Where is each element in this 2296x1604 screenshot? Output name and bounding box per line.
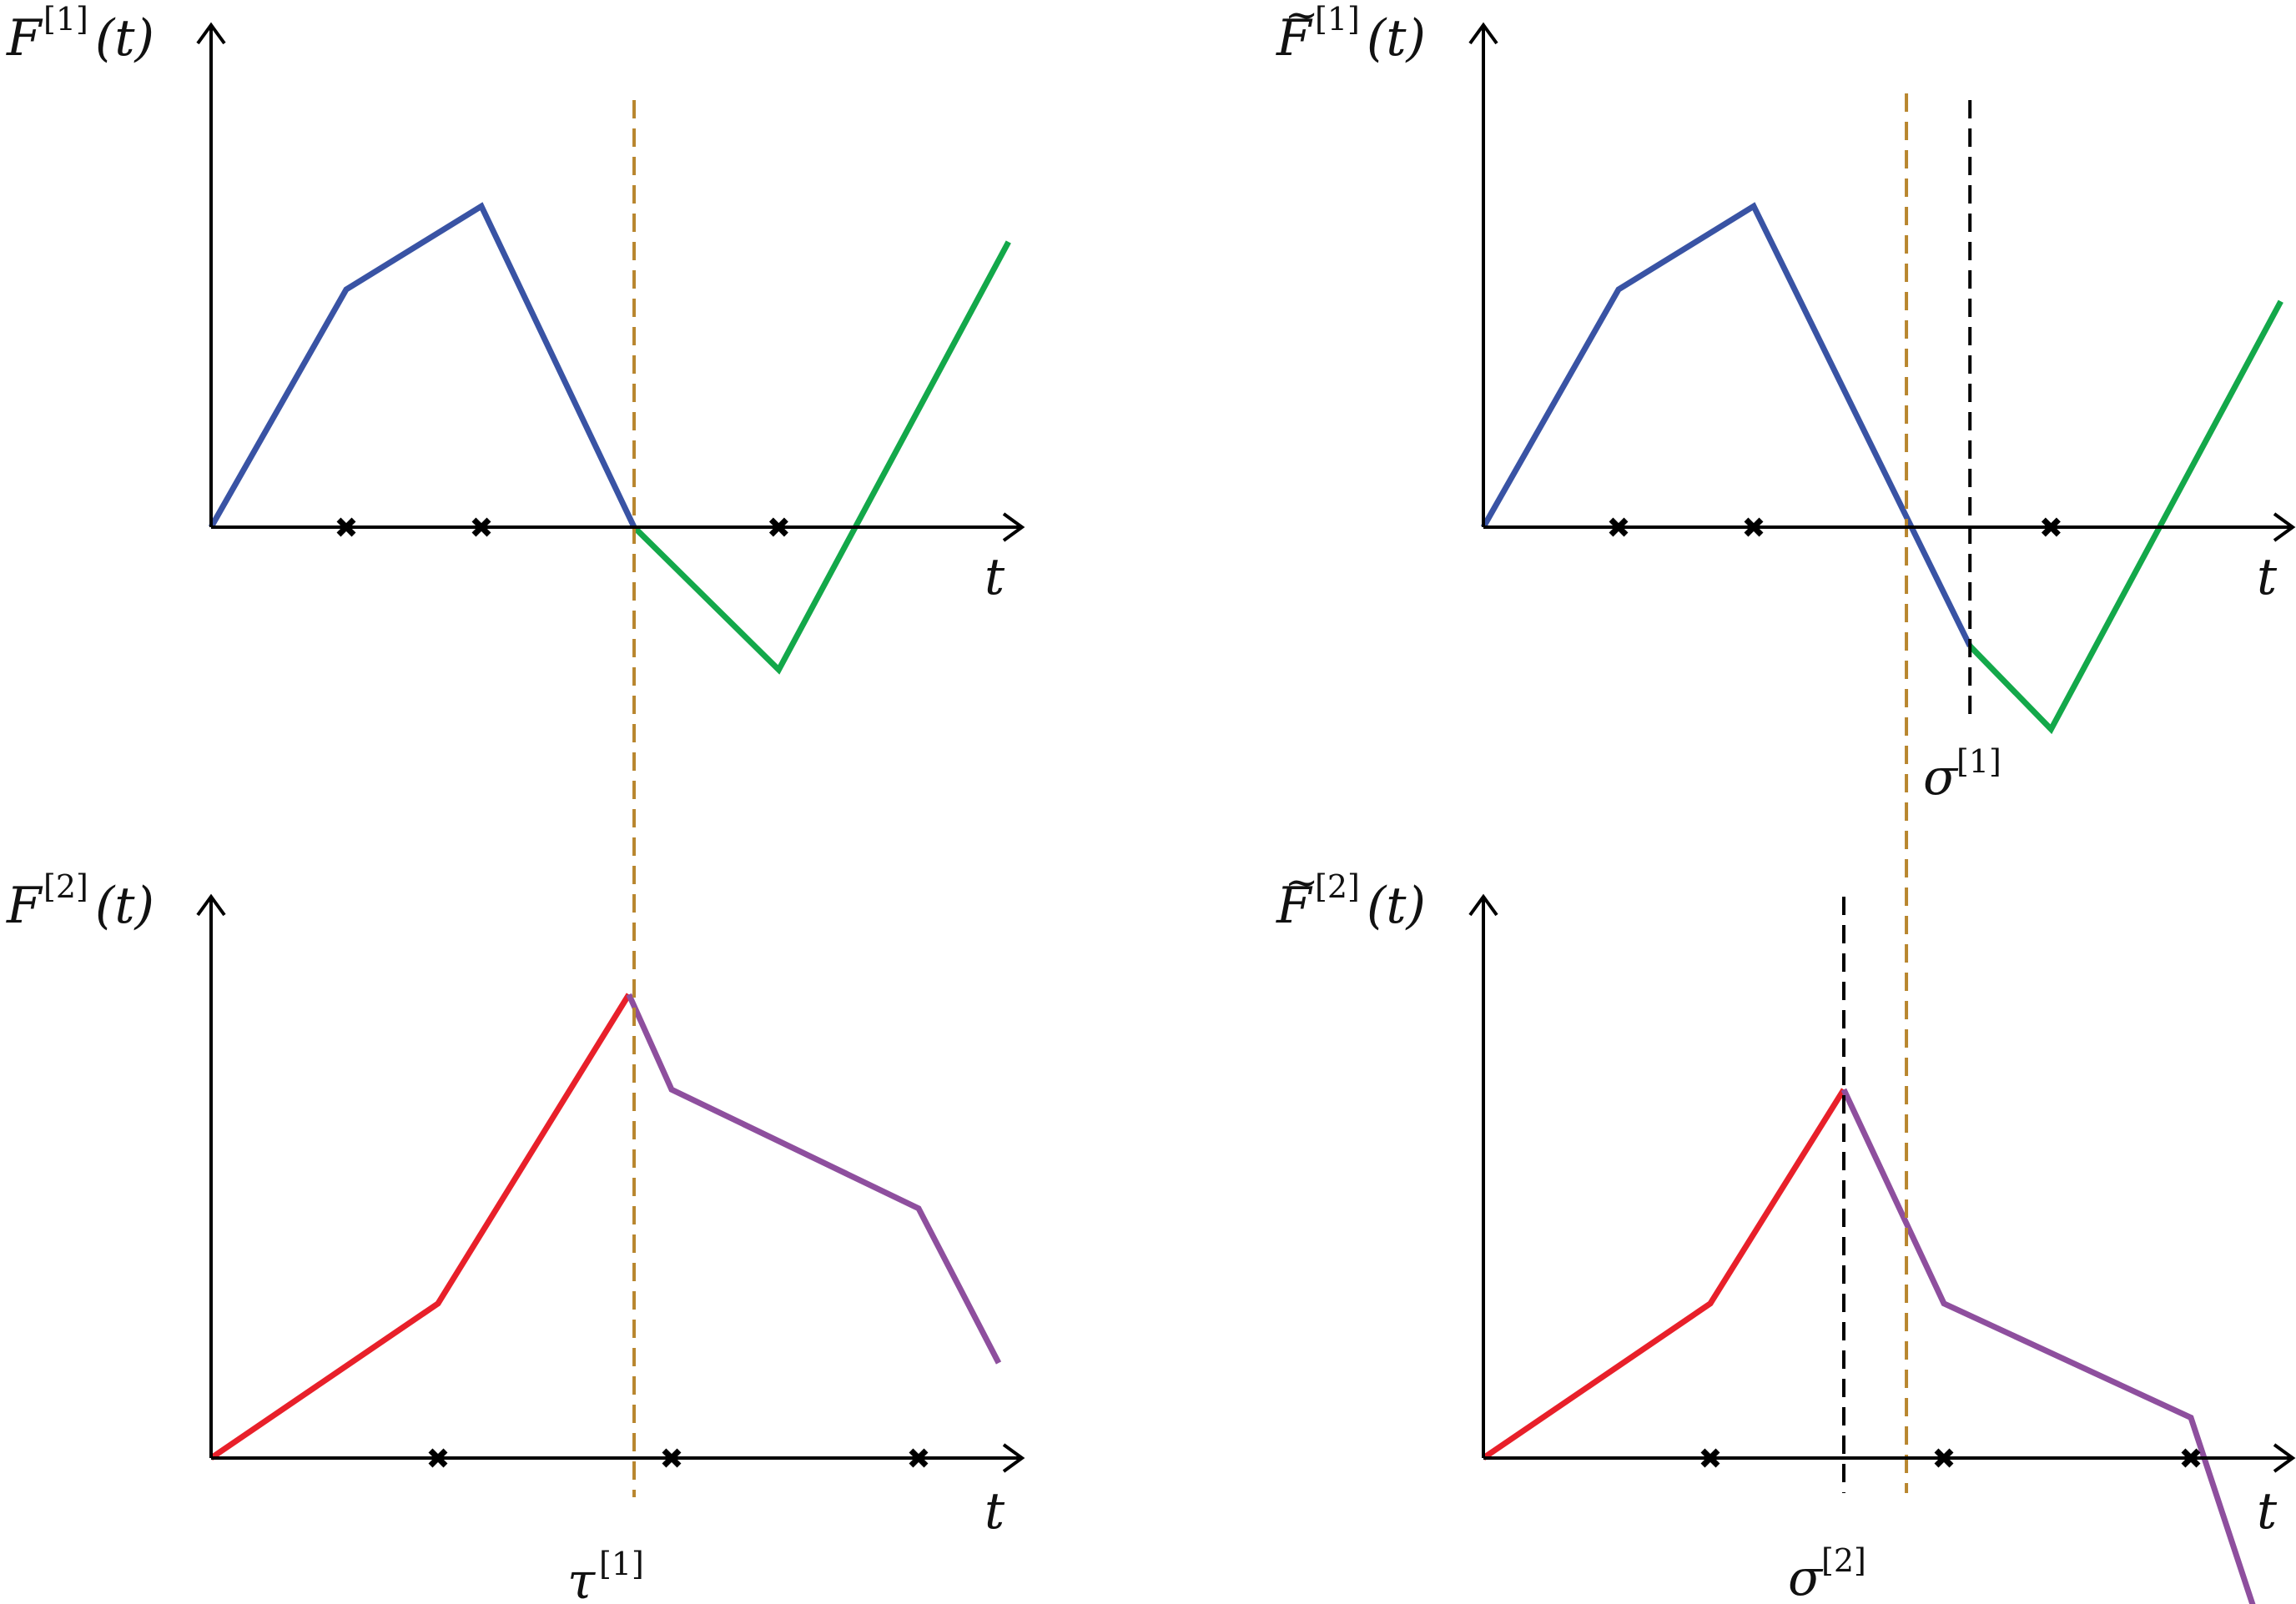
bottom-left-curve-purple — [626, 993, 1002, 1365]
bottom-left-marker-2 — [909, 1448, 929, 1468]
sigma1-base: σ — [1923, 748, 1959, 807]
bottom-left-marker-1 — [662, 1448, 682, 1468]
ylabel-top-right: F ~ [1] (t) — [1276, 0, 1426, 68]
top-left-curve-green — [632, 240, 1011, 675]
top-left-curve-blue — [208, 202, 637, 529]
top-left-marker-1 — [471, 517, 491, 537]
top-left-marker-2 — [768, 517, 788, 537]
ylabel-fn: F — [6, 9, 43, 68]
ylabel-arg: (t) — [95, 877, 154, 935]
tau1-label: τ [1] — [567, 1546, 644, 1604]
top-left-x-arrow — [1002, 512, 1025, 542]
bottom-right-curve-purple — [1840, 1088, 2256, 1604]
top-right-x-arrow — [2273, 512, 2296, 542]
xlabel-top-right: t — [2257, 548, 2278, 606]
bottom-right-marker-0 — [1700, 1448, 1720, 1468]
bottom-right-marker-2 — [2181, 1448, 2201, 1468]
ylabel-bottom-right: F ~ [2] (t) — [1276, 859, 1426, 935]
bottom-right-x-arrow — [2273, 1443, 2296, 1473]
ylabel-fn: F — [6, 877, 43, 935]
markers-layer — [336, 517, 2201, 1468]
tilde-accent: ~ — [1285, 859, 1318, 906]
sigma2-base: σ — [1788, 1549, 1824, 1604]
ylabel-fn: F — [1276, 9, 1313, 68]
ylabel-sup: [2] — [43, 868, 88, 905]
ylabel-arg: (t) — [1367, 9, 1426, 68]
ylabel-arg: (t) — [95, 9, 154, 68]
tau1-base: τ — [567, 1552, 596, 1604]
sigma2-sup: [2] — [1821, 1542, 1866, 1579]
top-right-curve-blue — [1480, 202, 1973, 648]
sigma2-label: σ [2] — [1788, 1542, 1866, 1604]
ylabel-sup: [1] — [1315, 1, 1360, 38]
bottom-left-marker-0 — [428, 1448, 448, 1468]
ylabel-sup: [2] — [1315, 868, 1360, 905]
xlabel-top-left: t — [984, 548, 1005, 606]
top-right-marker-2 — [2041, 517, 2061, 537]
ylabel-bottom-left: F [2] (t) — [6, 868, 154, 935]
top-left-marker-0 — [336, 517, 356, 537]
curves-layer — [208, 93, 2283, 1604]
top-right-y-arrow — [1468, 22, 1498, 45]
bottom-left-x-arrow — [1002, 1443, 1025, 1473]
bottom-right-y-arrow — [1468, 893, 1498, 917]
bottom-left-curve-red — [209, 993, 632, 1461]
ylabel-sup: [1] — [43, 1, 88, 38]
ylabel-top-left: F [1] (t) — [6, 1, 154, 68]
ylabel-arg: (t) — [1367, 877, 1426, 935]
top-right-marker-0 — [1609, 517, 1629, 537]
tilde-accent: ~ — [1285, 0, 1318, 38]
sigma1-sup: [1] — [1956, 743, 2001, 780]
top-right-marker-1 — [1744, 517, 1764, 537]
top-left-y-arrow — [196, 22, 226, 45]
xlabel-bottom-right: t — [2257, 1482, 2278, 1541]
bottom-left-y-arrow — [196, 893, 226, 917]
bottom-right-marker-1 — [1934, 1448, 1954, 1468]
ylabel-fn: F — [1276, 877, 1313, 935]
sigma1-label: σ [1] — [1923, 743, 2001, 807]
bottom-right-curve-red — [1482, 1088, 1846, 1461]
tau1-sup: [1] — [599, 1546, 644, 1582]
xlabel-bottom-left: t — [984, 1482, 1005, 1541]
top-right-curve-green — [1967, 299, 2283, 735]
